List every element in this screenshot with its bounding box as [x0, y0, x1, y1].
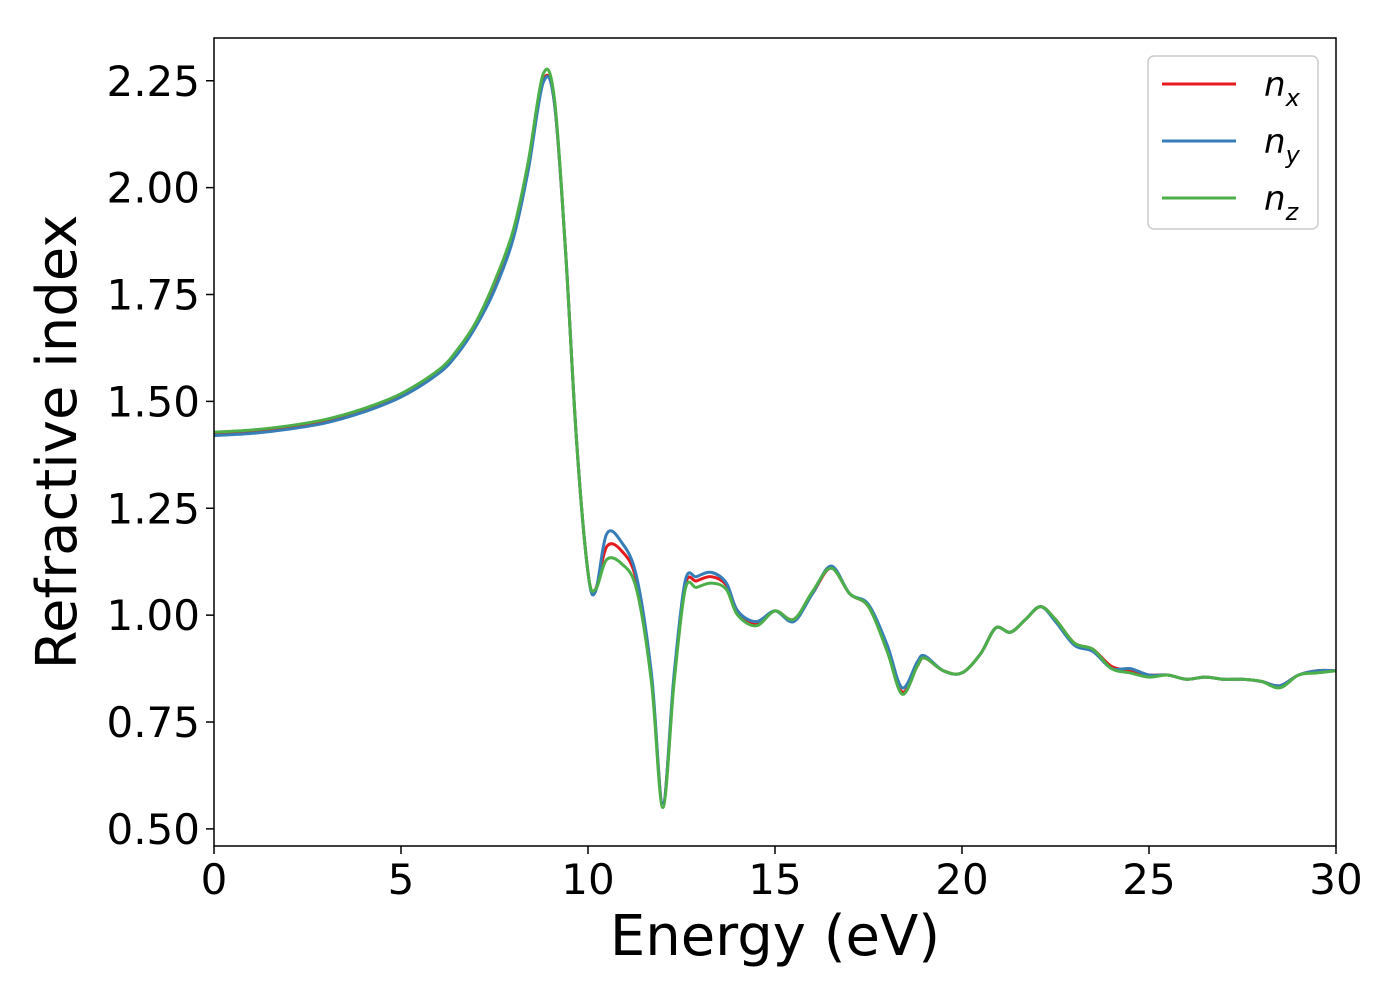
y-tick-label: 1.75 — [106, 271, 200, 320]
legend-label-n-z: nz — [1264, 179, 1300, 226]
x-tick-label: 10 — [561, 855, 614, 904]
x-axis-label: Energy (eV) — [610, 904, 940, 969]
legend-label-n-x: nx — [1264, 65, 1301, 112]
x-tick-label: 0 — [201, 855, 228, 904]
y-tick-label: 1.25 — [106, 484, 200, 533]
y-axis-label: Refractive index — [25, 215, 90, 670]
y-tick-label: 1.00 — [106, 591, 200, 640]
x-tick-label: 15 — [748, 855, 801, 904]
series-line-n-z — [214, 67, 1336, 809]
x-tick-label: 20 — [935, 855, 988, 904]
series-layer — [214, 67, 1336, 809]
y-tick-label: 2.00 — [106, 164, 200, 213]
x-tick-label: 5 — [388, 855, 415, 904]
y-tick-label: 2.25 — [106, 57, 200, 106]
y-tick-label: 0.50 — [106, 805, 200, 854]
legend-label-n-y: ny — [1264, 122, 1301, 169]
x-tick-label: 30 — [1309, 855, 1362, 904]
y-tick-label: 0.75 — [106, 698, 200, 747]
x-tick-label: 25 — [1122, 855, 1175, 904]
y-axis: 0.50 0.75 1.00 1.25 1.50 1.75 2.00 2.25 — [106, 57, 214, 854]
legend: nx ny nz — [1147, 55, 1319, 230]
x-axis: 0 5 10 15 20 25 30 — [201, 846, 1363, 904]
y-tick-label: 1.50 — [106, 377, 200, 426]
